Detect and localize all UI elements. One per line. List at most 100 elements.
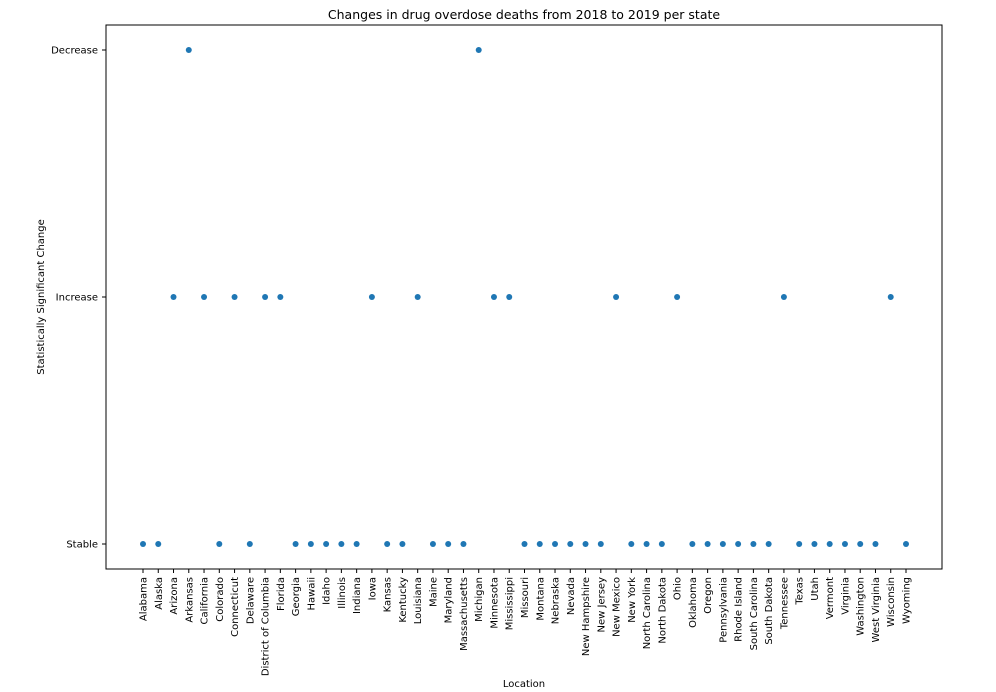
data-point — [552, 541, 559, 547]
data-point — [872, 541, 879, 547]
x-tick-label: Mississippi — [505, 577, 516, 630]
x-tick-label: New Hampshire — [581, 577, 592, 656]
data-point — [384, 541, 391, 547]
x-tick-label: Indiana — [352, 577, 363, 614]
data-point — [262, 294, 269, 300]
x-tick-label: Delaware — [245, 577, 256, 624]
data-point — [567, 541, 574, 547]
data-point — [735, 541, 742, 547]
x-tick-label: Georgia — [291, 577, 302, 616]
data-point — [429, 541, 436, 547]
x-tick-label: Massachusetts — [459, 577, 470, 651]
data-point — [750, 541, 757, 547]
data-point — [414, 294, 421, 300]
x-tick-label: Colorado — [215, 577, 226, 622]
x-tick-label: Maine — [428, 577, 439, 607]
data-point — [216, 541, 223, 547]
data-point — [231, 294, 238, 300]
data-point — [521, 541, 528, 547]
x-tick-label: Tennessee — [779, 577, 790, 630]
y-tick-label: Decrease — [51, 46, 98, 57]
data-point — [506, 294, 513, 300]
data-point — [658, 541, 665, 547]
y-tick-label: Stable — [66, 540, 98, 551]
data-point — [368, 294, 375, 300]
data-point — [704, 541, 711, 547]
x-tick-label: Connecticut — [230, 577, 241, 637]
y-tick-label: Increase — [56, 293, 98, 304]
x-tick-label: Missouri — [520, 577, 531, 618]
x-tick-label: Nevada — [566, 577, 577, 615]
x-tick-label: Nebraska — [551, 577, 562, 624]
x-tick-label: California — [200, 577, 211, 625]
x-tick-label: Kansas — [383, 577, 394, 612]
data-point — [887, 294, 894, 300]
x-tick-label: District of Columbia — [261, 577, 272, 676]
data-point — [597, 541, 604, 547]
x-tick-label: Illinois — [337, 577, 348, 609]
x-tick-label: South Carolina — [749, 577, 760, 650]
data-point — [857, 541, 864, 547]
data-point — [353, 541, 360, 547]
data-point — [140, 541, 146, 547]
data-point — [765, 541, 772, 547]
x-tick-label: Florida — [276, 577, 287, 611]
data-point — [826, 541, 833, 547]
x-axis-label: Location — [503, 679, 545, 690]
data-point — [613, 294, 620, 300]
x-tick-label: North Dakota — [657, 577, 668, 644]
x-tick-label: Arkansas — [184, 577, 195, 623]
x-tick-label: West Virginia — [871, 577, 882, 642]
x-tick-label: Rhode Island — [734, 577, 745, 642]
data-point — [796, 541, 803, 547]
data-point — [841, 541, 848, 547]
x-tick-label: Louisiana — [413, 577, 424, 624]
data-point — [475, 47, 482, 53]
x-axis: Alabama Alaska Arizona Arkansas California Co… — [139, 569, 913, 676]
data-point — [811, 541, 818, 547]
data-point — [582, 541, 589, 547]
x-tick-label: Alaska — [154, 577, 165, 610]
x-tick-label: New York — [627, 577, 638, 623]
x-tick-label: Oklahoma — [688, 577, 699, 628]
data-point — [277, 294, 284, 300]
data-point — [903, 541, 909, 547]
x-tick-label: Alabama — [139, 577, 150, 621]
data-point — [780, 294, 787, 300]
x-tick-label: Arizona — [169, 577, 180, 615]
x-tick-label: Vermont — [825, 577, 836, 619]
data-point — [445, 541, 452, 547]
data-point — [628, 541, 635, 547]
y-axis-label: Statistically Significant Change — [36, 219, 47, 375]
data-point — [185, 47, 192, 53]
x-tick-label: Wisconsin — [886, 577, 897, 627]
data-point — [490, 294, 497, 300]
x-tick-label: Hawaii — [306, 577, 317, 611]
data-point — [460, 541, 467, 547]
x-tick-label: Virginia — [840, 577, 851, 615]
plot-frame — [105, 24, 943, 570]
data-point — [674, 294, 681, 300]
x-tick-label: Maryland — [444, 577, 455, 623]
x-tick-label: Montana — [535, 577, 546, 621]
data-point — [292, 541, 299, 547]
data-point — [643, 541, 650, 547]
x-tick-label: Texas — [795, 577, 806, 606]
x-tick-label: New Mexico — [612, 577, 623, 637]
x-tick-label: South Dakota — [764, 577, 775, 645]
x-tick-label: Washington — [856, 577, 867, 636]
data-point — [689, 541, 696, 547]
data-point — [246, 541, 253, 547]
data-point — [338, 541, 345, 547]
x-tick-label: Minnesota — [489, 577, 500, 629]
x-tick-label: Iowa — [367, 577, 378, 600]
data-point — [307, 541, 314, 547]
x-tick-label: Idaho — [322, 577, 333, 605]
data-point — [399, 541, 406, 547]
x-tick-label: Utah — [810, 577, 821, 601]
x-tick-label: Oregon — [703, 577, 714, 614]
data-point — [201, 294, 208, 300]
y-axis: Stable Increase Decrease — [51, 46, 106, 551]
x-tick-label: North Carolina — [642, 577, 653, 649]
